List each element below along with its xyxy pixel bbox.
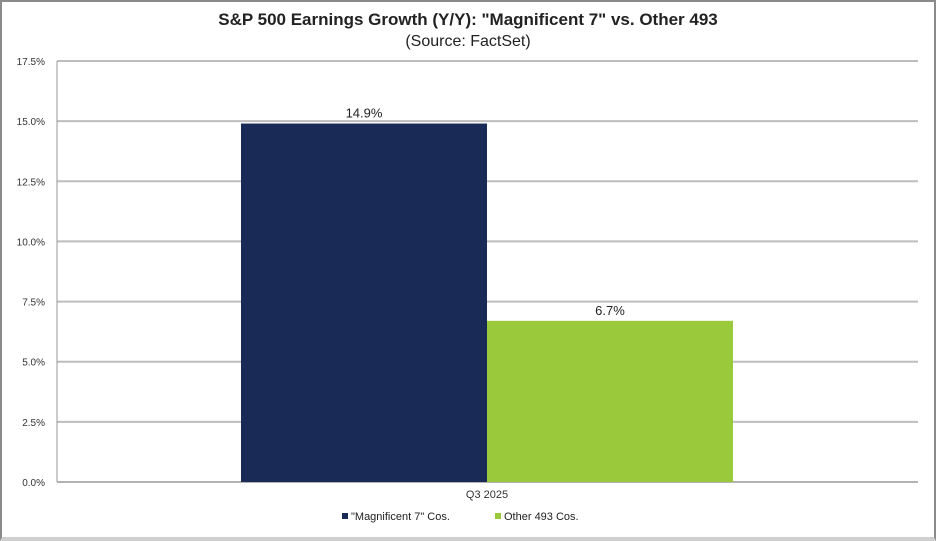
y-tick-label: 2.5% xyxy=(22,418,45,429)
legend-label: Other 493 Cos. xyxy=(504,511,579,523)
y-tick-label: 10.0% xyxy=(17,237,45,248)
data-label: 14.9% xyxy=(346,106,383,121)
bar-other-493 xyxy=(487,320,733,482)
data-label: 6.7% xyxy=(595,303,625,318)
legend-swatch xyxy=(495,513,501,519)
chart-title: S&P 500 Earnings Growth (Y/Y): "Magnific… xyxy=(218,10,718,29)
legend-label: "Magnificent 7" Cos. xyxy=(351,511,450,523)
y-tick-label: 17.5% xyxy=(17,57,45,68)
y-tick-label: 5.0% xyxy=(22,358,45,369)
y-tick-label: 15.0% xyxy=(17,117,45,128)
y-tick-label: 0.0% xyxy=(22,478,45,489)
legend-swatch xyxy=(342,513,348,519)
y-tick-label: 12.5% xyxy=(17,177,45,188)
chart-subtitle: (Source: FactSet) xyxy=(405,33,530,50)
y-tick-label: 7.5% xyxy=(22,298,45,309)
bar-magnificent-7 xyxy=(241,123,487,482)
x-category-label: Q3 2025 xyxy=(466,489,508,501)
